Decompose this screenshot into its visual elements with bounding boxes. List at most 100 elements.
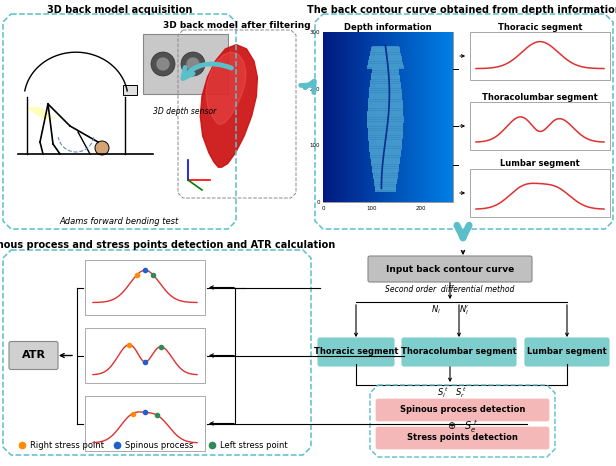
Bar (366, 32, 367, 202)
Bar (405, 32, 406, 202)
Bar (375, 186, 396, 190)
Bar (370, 55, 401, 58)
Bar (373, 172, 398, 175)
Bar (410, 32, 411, 202)
Bar (339, 32, 340, 202)
Bar (450, 32, 451, 202)
Bar (370, 152, 401, 155)
FancyBboxPatch shape (376, 399, 549, 421)
Bar (371, 158, 400, 161)
Bar (368, 140, 402, 143)
Bar (368, 136, 403, 139)
Bar (387, 32, 388, 202)
Text: Thoracic segment: Thoracic segment (498, 22, 582, 32)
FancyBboxPatch shape (318, 338, 394, 366)
Bar (365, 32, 366, 202)
Bar (363, 32, 364, 202)
Bar (370, 156, 400, 159)
Bar (370, 51, 400, 54)
Bar (444, 32, 445, 202)
Bar (439, 32, 440, 202)
Bar (383, 32, 384, 202)
Bar (354, 32, 355, 202)
Bar (327, 32, 328, 202)
Bar (333, 32, 334, 202)
Bar (371, 78, 400, 81)
Text: 100: 100 (366, 206, 376, 211)
Text: Depth information: Depth information (344, 22, 432, 32)
Bar (323, 32, 453, 202)
Bar (368, 32, 369, 202)
Bar (326, 32, 327, 202)
Bar (373, 174, 398, 177)
Text: The back contour curve obtained from depth information: The back contour curve obtained from dep… (307, 5, 616, 15)
Bar (330, 32, 331, 202)
Bar (335, 32, 336, 202)
Bar (401, 32, 402, 202)
Bar (368, 132, 403, 136)
Bar (373, 32, 374, 202)
Text: 300: 300 (309, 29, 320, 34)
Bar (334, 32, 335, 202)
Bar (412, 32, 413, 202)
Polygon shape (206, 52, 246, 124)
Bar (368, 105, 403, 109)
Bar (351, 32, 352, 202)
Bar (414, 32, 415, 202)
Bar (470, 102, 610, 150)
Text: 200: 200 (415, 206, 426, 211)
Bar (397, 32, 398, 202)
Text: $N_l'$: $N_l'$ (459, 303, 469, 317)
Bar (372, 32, 373, 202)
Bar (372, 67, 399, 70)
Bar (345, 32, 346, 202)
Text: 0: 0 (317, 199, 320, 205)
Text: 3D depth sensor: 3D depth sensor (153, 108, 217, 116)
Bar (375, 185, 396, 188)
Bar (341, 32, 342, 202)
Text: Second order  differential method: Second order differential method (386, 286, 515, 295)
Bar (356, 32, 357, 202)
Bar (371, 48, 400, 50)
Bar (143, 34, 228, 94)
Bar (395, 32, 396, 202)
Bar (371, 161, 400, 164)
Bar (396, 32, 397, 202)
Bar (369, 95, 402, 97)
Bar (369, 32, 370, 202)
Bar (368, 138, 402, 141)
Text: Right stress point: Right stress point (30, 440, 104, 450)
Text: Left stress point: Left stress point (220, 440, 288, 450)
Bar (375, 188, 395, 192)
Circle shape (186, 57, 200, 71)
Bar (370, 154, 400, 157)
Bar (85, 396, 205, 451)
Bar (375, 183, 396, 186)
Bar (344, 32, 345, 202)
FancyBboxPatch shape (525, 338, 609, 366)
Bar (367, 120, 403, 123)
Bar (371, 32, 372, 202)
Bar (426, 32, 427, 202)
Bar (370, 82, 400, 85)
Bar (372, 69, 399, 72)
Bar (367, 122, 403, 124)
Bar (442, 32, 443, 202)
Bar (368, 64, 403, 67)
Bar (359, 32, 360, 202)
Bar (404, 32, 405, 202)
Bar (332, 32, 333, 202)
Bar (409, 32, 410, 202)
Bar (368, 134, 403, 137)
Bar (448, 32, 449, 202)
Bar (423, 32, 424, 202)
Bar (380, 32, 381, 202)
Bar (323, 32, 324, 202)
Text: Input back contour curve: Input back contour curve (386, 265, 514, 274)
Bar (420, 32, 421, 202)
Bar (428, 32, 429, 202)
Bar (394, 32, 395, 202)
Bar (369, 93, 402, 96)
Bar (434, 32, 435, 202)
Bar (350, 32, 351, 202)
